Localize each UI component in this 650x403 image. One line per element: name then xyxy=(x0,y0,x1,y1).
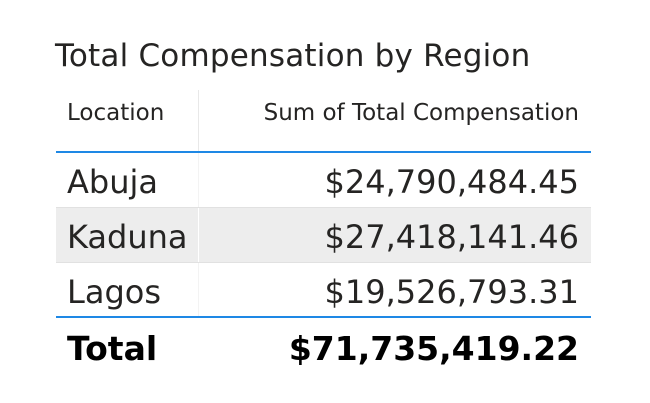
total-value: $71,735,419.22 xyxy=(288,329,579,368)
compensation-table: Location Sum of Total Compensation Abuja… xyxy=(56,90,591,378)
column-divider xyxy=(198,90,199,151)
cell-sum-total-compensation: $27,418,141.46 xyxy=(324,218,579,256)
cell-location: Lagos xyxy=(67,273,161,311)
column-divider xyxy=(198,263,199,316)
column-header-location[interactable]: Location xyxy=(67,100,165,126)
cell-location: Abuja xyxy=(67,163,158,201)
cell-location: Kaduna xyxy=(67,218,188,256)
visual-title: Total Compensation by Region xyxy=(55,38,531,74)
table-total-row: Total $71,735,419.22 xyxy=(56,318,591,378)
column-header-sum-total-compensation[interactable]: Sum of Total Compensation xyxy=(263,100,579,126)
table-header-row: Location Sum of Total Compensation xyxy=(56,90,591,153)
column-divider xyxy=(198,208,199,262)
cell-sum-total-compensation: $19,526,793.31 xyxy=(324,273,579,311)
column-divider xyxy=(198,153,199,207)
table-row[interactable]: Lagos $19,526,793.31 xyxy=(56,263,591,318)
cell-sum-total-compensation: $24,790,484.45 xyxy=(324,163,579,201)
table-row[interactable]: Kaduna $27,418,141.46 xyxy=(56,208,591,263)
total-label: Total xyxy=(67,329,158,368)
table-row[interactable]: Abuja $24,790,484.45 xyxy=(56,153,591,208)
